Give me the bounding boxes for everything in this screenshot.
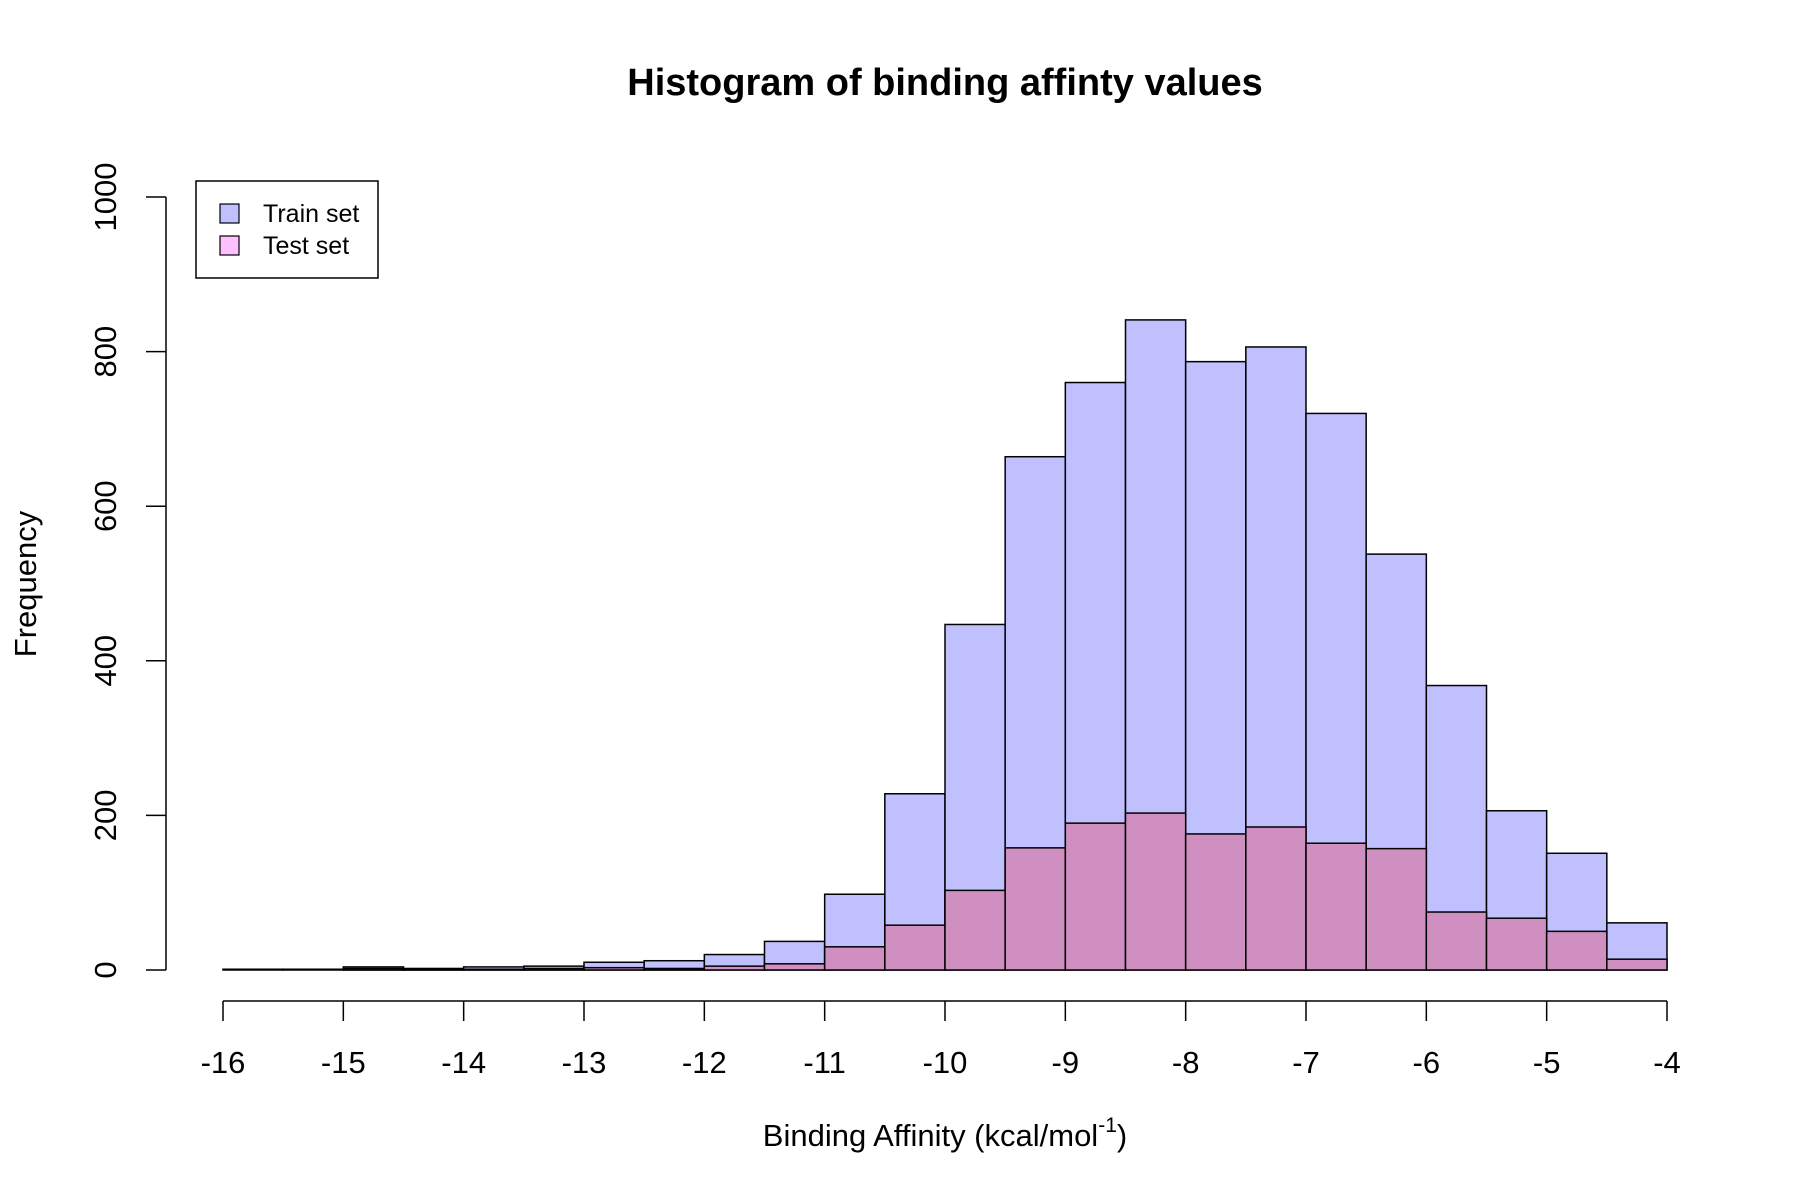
x-tick-label: -8 [1172, 1045, 1200, 1080]
test-bar [1485, 917, 1548, 971]
x-axis-label: Binding Affinity (kcal/mol-1) [763, 1114, 1127, 1153]
x-tick-label: -6 [1413, 1045, 1441, 1080]
test-bar [763, 963, 826, 971]
legend-label-test: Test set [263, 232, 349, 260]
y-tick-label: 0 [88, 961, 123, 978]
x-tick-label: -16 [201, 1045, 246, 1080]
legend-box [195, 180, 379, 279]
x-axis-label-main: Binding Affinity (kcal/mol [763, 1118, 1098, 1153]
y-tick-label: 200 [88, 790, 123, 842]
train-bar [222, 968, 284, 971]
x-tick-label: -4 [1653, 1045, 1681, 1080]
test-bar [1305, 842, 1367, 971]
test-bar [1064, 822, 1127, 971]
x-tick-label: -9 [1052, 1045, 1080, 1080]
test-bar [462, 968, 525, 971]
x-tick-label: -11 [803, 1045, 846, 1080]
test-bar [583, 966, 645, 971]
test-bar [823, 946, 886, 971]
legend-label-train: Train set [263, 200, 359, 228]
test-bar [1184, 833, 1247, 971]
test-bar [402, 968, 465, 971]
test-bar [703, 965, 766, 971]
test-bar [944, 889, 1006, 971]
test-bar [1124, 812, 1187, 971]
test-bars [342, 812, 1668, 971]
x-tick-label: -5 [1533, 1045, 1561, 1080]
x-tick-label: -10 [923, 1045, 968, 1080]
x-axis-label-superscript: -1 [1098, 1114, 1117, 1137]
x-tick-label: -7 [1292, 1045, 1320, 1080]
train-bar [282, 968, 345, 971]
y-axis: 0 200 400 600 800 1000 [88, 163, 167, 979]
x-tick-label: -14 [441, 1045, 486, 1080]
y-tick-label: 800 [88, 326, 123, 378]
legend-swatch-test [219, 235, 240, 256]
test-bar [1365, 847, 1428, 971]
x-tick-label: -12 [682, 1045, 727, 1080]
test-bar [1245, 826, 1307, 971]
legend-swatch-train [219, 203, 240, 224]
x-axis: -16 -15 -14 -13 -12 -11 -10 -9 -8 -7 -6 -5 -4 [201, 1000, 1681, 1080]
y-axis-label: Frequency [8, 510, 43, 657]
train-bars [222, 319, 1668, 971]
test-bar [643, 967, 706, 971]
x-axis-label-suffix: ) [1117, 1118, 1127, 1153]
x-tick-label: -15 [321, 1045, 366, 1080]
test-bar [1545, 930, 1608, 971]
test-bar [1606, 958, 1668, 971]
test-bar [884, 924, 946, 971]
y-tick-label: 600 [88, 480, 123, 532]
x-tick-label: -13 [562, 1045, 607, 1080]
y-tick-label: 400 [88, 635, 123, 687]
test-bar [1004, 847, 1067, 971]
chart-title: Histogram of binding affinty values [627, 62, 1263, 104]
test-bar [342, 967, 405, 971]
test-bar [1425, 911, 1488, 971]
legend: Train set Test set [195, 180, 379, 279]
test-bar [523, 967, 585, 971]
y-tick-label: 1000 [88, 163, 123, 232]
